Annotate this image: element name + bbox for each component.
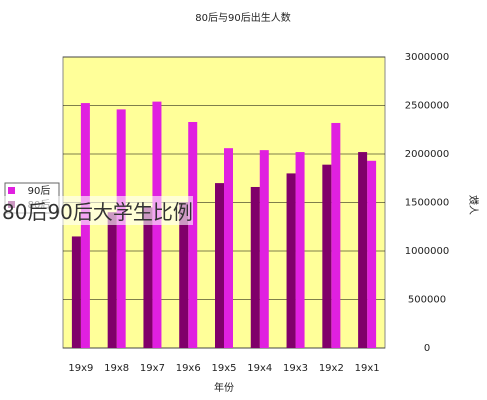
bar [80, 103, 90, 348]
bar [179, 202, 189, 348]
bar [331, 122, 341, 349]
x-tick-label: 19x6 [176, 363, 201, 374]
bar [224, 148, 233, 348]
bar [358, 152, 368, 348]
x-tick-label: 19x5 [211, 363, 236, 374]
x-tick-label: 19x2 [319, 363, 344, 374]
x-tick-label: 19x1 [355, 363, 380, 374]
chart-title: 80后与90后出生人数 [195, 11, 290, 24]
bar [215, 183, 224, 348]
y-tick-label: 1000000 [405, 246, 450, 257]
bar [286, 173, 296, 348]
bar [71, 236, 81, 348]
bar [107, 212, 117, 348]
bar [259, 150, 269, 348]
y-axis-label: 人数 [467, 195, 480, 215]
y-tick-label: 2500000 [405, 101, 450, 112]
y-tick-label: 1500000 [405, 198, 450, 209]
x-tick-label: 19x7 [140, 363, 165, 374]
bar [116, 109, 126, 348]
x-tick-label: 19x4 [247, 363, 272, 374]
bar [250, 186, 260, 348]
x-tick-label: 19x3 [283, 363, 308, 374]
y-tick-label: 2000000 [405, 149, 450, 160]
y-tick-label: 500000 [408, 295, 446, 306]
x-tick-label: 19x8 [104, 363, 129, 374]
x-tick-label: 19x9 [68, 363, 93, 374]
legend-label: 90后 [28, 185, 51, 197]
bar [367, 160, 377, 348]
bar [188, 121, 198, 349]
caption: 80后90后大学生比例 [2, 196, 193, 225]
y-tick-label: 3000000 [405, 52, 450, 63]
bar [295, 152, 305, 348]
bar [322, 164, 332, 348]
legend-swatch [8, 187, 15, 194]
y-tick-label: 0 [424, 343, 430, 354]
x-axis-label: 年份 [214, 381, 234, 394]
bar [143, 207, 153, 348]
